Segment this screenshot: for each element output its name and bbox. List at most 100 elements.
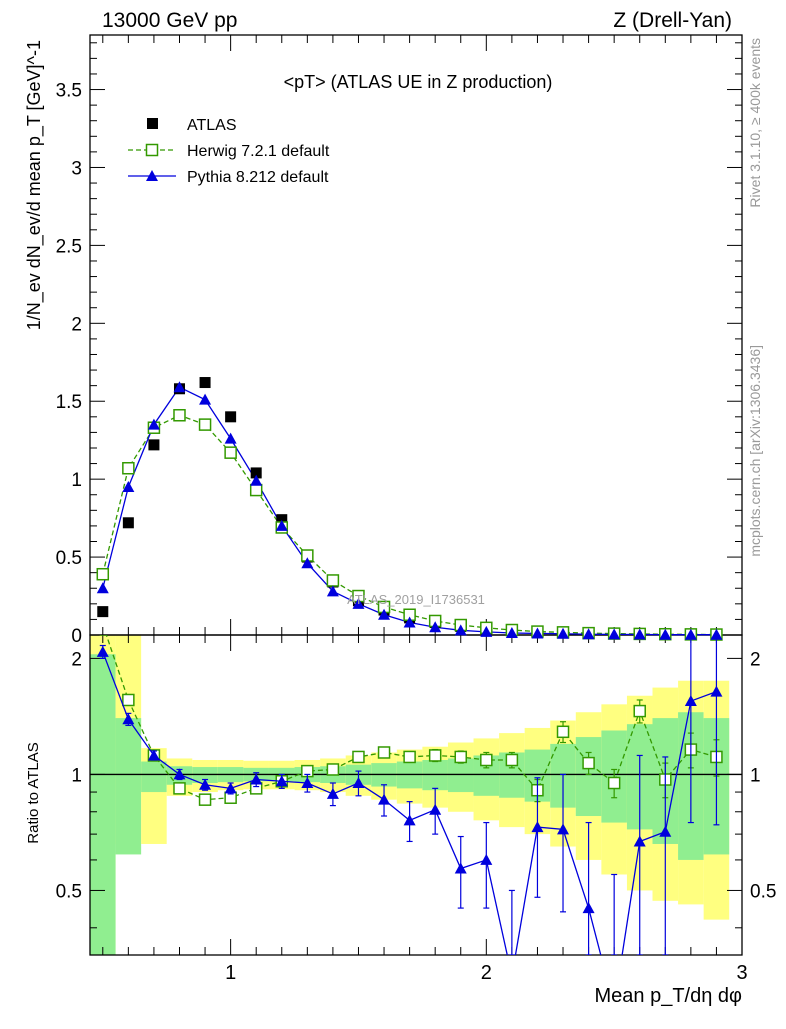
main-y-tick-label: 2 bbox=[71, 314, 82, 335]
ratio-plot-frame bbox=[89, 634, 743, 956]
ratio-pythia-point bbox=[96, 645, 109, 657]
ratio-herwig-point bbox=[582, 756, 595, 770]
rivet-version-label: Rivet 3.1.10, ≥ 400k events bbox=[747, 38, 763, 208]
x-axis-label: Mean p_T/dη dφ bbox=[595, 985, 743, 1007]
ratio-pythia-point bbox=[199, 778, 212, 790]
atlas-data-point bbox=[122, 517, 134, 529]
ratio-pythia-point bbox=[122, 713, 135, 725]
main-axes: 0 0.5 1 1.5 2 2.5 3 3.5 bbox=[56, 35, 743, 647]
main-data-series bbox=[96, 377, 723, 641]
main-y-tick-label: 0.5 bbox=[56, 548, 82, 569]
herwig-data-point bbox=[326, 574, 340, 587]
ratio-pythia-point bbox=[480, 853, 493, 865]
legend-label-pythia: Pythia 8.212 default bbox=[187, 169, 329, 186]
pythia-data-point bbox=[173, 381, 186, 393]
atlas-data-point bbox=[250, 467, 262, 479]
atlas-data-point bbox=[225, 411, 237, 423]
ratio-pythia-point bbox=[301, 777, 314, 789]
legend-marker-pythia bbox=[146, 170, 158, 181]
herwig-data-point bbox=[122, 461, 135, 475]
pythia-data-point bbox=[659, 628, 672, 640]
legend-label-herwig: Herwig 7.2.1 default bbox=[187, 143, 330, 160]
ratio-data-series bbox=[96, 635, 723, 955]
pythia-data-point bbox=[531, 627, 544, 639]
main-y-tick-label: 0 bbox=[71, 626, 82, 647]
ratio-y-tick-label-right: 2 bbox=[750, 649, 761, 670]
pythia-data-point bbox=[608, 628, 621, 640]
mcplots-label: mcplots.cern.ch [arXiv:1306.3436] bbox=[747, 345, 763, 557]
pythia-data-point bbox=[275, 519, 288, 531]
pythia-data-point bbox=[505, 626, 518, 638]
process-label: Z (Drell-Yan) bbox=[613, 9, 732, 32]
ratio-herwig-point bbox=[607, 776, 621, 790]
ratio-y-tick-label: 2 bbox=[71, 649, 82, 670]
legend-marker-atlas bbox=[147, 118, 158, 129]
ratio-y-axis-label: Ratio to ATLAS bbox=[25, 742, 42, 843]
ratio-pythia-point bbox=[557, 823, 570, 835]
analysis-watermark: ATLAS_2019_I1736531 bbox=[347, 592, 485, 607]
ratio-pythia-point bbox=[352, 777, 365, 789]
legend-label-atlas: ATLAS bbox=[187, 117, 237, 134]
pythia-data-point bbox=[122, 480, 135, 492]
energy-label: 13000 GeV pp bbox=[102, 9, 237, 32]
herwig-data-point bbox=[173, 409, 186, 422]
ratio-y-tick-label: 0.5 bbox=[56, 881, 82, 902]
pythia-data-point bbox=[224, 432, 237, 444]
ratio-y-tick-label: 1 bbox=[71, 765, 82, 786]
atlas-data-point bbox=[199, 377, 211, 389]
ratio-pythia-point bbox=[147, 749, 160, 761]
atlas-data-point bbox=[148, 439, 160, 451]
ratio-herwig-point bbox=[556, 725, 570, 739]
ratio-pythia-point bbox=[531, 821, 544, 833]
ratio-herwig-point bbox=[377, 746, 391, 759]
ratio-pythia-point bbox=[429, 803, 442, 815]
pythia-data-point bbox=[378, 608, 391, 620]
ratio-herwig-point bbox=[428, 749, 442, 762]
main-y-tick-label: 1.5 bbox=[56, 392, 82, 413]
stat-band-bin bbox=[575, 737, 602, 817]
ratio-herwig-point bbox=[122, 693, 135, 707]
stat-band-bin bbox=[115, 718, 142, 855]
pythia-data-point bbox=[96, 582, 109, 594]
main-y-tick-label: 3.5 bbox=[56, 81, 82, 102]
ratio-pythia-point bbox=[684, 695, 697, 707]
atlas-data-point bbox=[97, 606, 109, 618]
main-y-tick-label: 2.5 bbox=[56, 236, 82, 257]
herwig-data-point bbox=[249, 483, 263, 497]
pythia-data-point bbox=[326, 585, 339, 597]
ratio-pythia-point bbox=[710, 685, 723, 697]
pythia-data-point bbox=[454, 624, 467, 636]
pythia-data-point bbox=[199, 393, 212, 405]
herwig-data-point bbox=[198, 418, 212, 431]
main-y-tick-label: 1 bbox=[71, 470, 82, 491]
pythia-data-point bbox=[429, 621, 442, 633]
pythia-data-point bbox=[710, 628, 723, 640]
stat-band-bin bbox=[422, 759, 448, 791]
ratio-y-tick-label-right: 1 bbox=[750, 765, 761, 786]
main-y-axis-label: 1/N_ev dN_ev/d mean p_T [GeV]^-1 bbox=[24, 40, 45, 330]
ratio-pythia-point bbox=[659, 825, 672, 837]
stat-band-bin bbox=[90, 654, 116, 955]
herwig-data-point bbox=[224, 446, 237, 459]
ratio-pythia-point bbox=[224, 782, 237, 794]
ratio-pythia-point bbox=[173, 768, 186, 780]
atlas-data-point bbox=[276, 514, 288, 526]
ratio-herwig-point bbox=[633, 704, 646, 718]
legend-marker-herwig bbox=[145, 143, 159, 157]
ratio-herwig-point bbox=[352, 750, 365, 764]
plot-title: <pT> (ATLAS UE in Z production) bbox=[284, 72, 553, 92]
ratio-herwig-point bbox=[454, 750, 467, 764]
pythia-data-point bbox=[147, 418, 160, 430]
ratio-pythia-point bbox=[582, 902, 595, 914]
legend: ATLAS Herwig 7.2.1 default Pythia 8.212 … bbox=[128, 117, 330, 186]
ratio-herwig-point bbox=[198, 793, 212, 806]
ratio-axes: 1 2 3 0.5 0.5 1 1 2 2 bbox=[56, 635, 776, 984]
pythia-data-point bbox=[557, 627, 570, 639]
pythia-data-point bbox=[250, 474, 263, 486]
ratio-uncertainty-bands bbox=[90, 635, 730, 955]
pythia-data-point bbox=[352, 597, 365, 609]
ratio-x-tick-label: 2 bbox=[481, 962, 492, 984]
ratio-herwig-point bbox=[403, 750, 416, 764]
stat-band-bin bbox=[447, 758, 474, 793]
